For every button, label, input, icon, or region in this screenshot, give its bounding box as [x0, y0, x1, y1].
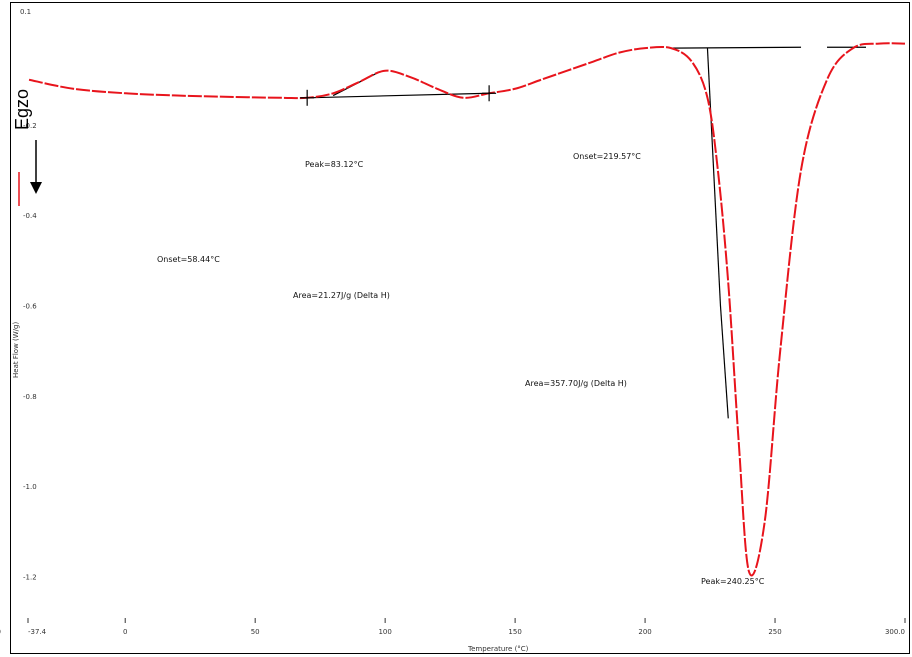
annotation-area-1: Area=21.27J/g (Delta H) [293, 291, 390, 300]
annotation-area-2: Area=357.70J/g (Delta H) [525, 379, 627, 388]
y-top-label: 0.1 [20, 8, 31, 16]
y-tick-label: -0.2 [23, 122, 37, 130]
y-tick-label: -1.2 [23, 573, 37, 581]
x-axis-label: Temperature (°C) [467, 645, 529, 653]
y-tick-label: -1.0 [23, 483, 37, 491]
chart-frame [10, 2, 910, 654]
baseline-2 [671, 46, 802, 49]
tangent-2 [706, 48, 722, 306]
exo-label: Egzo [12, 88, 32, 130]
x-tick-label: -50 [0, 628, 1, 636]
x-tick-label: 150 [508, 628, 521, 636]
x-tick-label: 100 [378, 628, 391, 636]
y-axis-label: Heat Flow (W/g) [12, 322, 20, 378]
annotation-onset-1: Onset=58.44°C [157, 255, 220, 264]
tangent-2b [719, 305, 729, 419]
series-line [28, 42, 906, 577]
x-tick-label: 250 [768, 628, 781, 636]
x-tick-label: 0 [123, 628, 127, 636]
exo-arrowhead-icon [30, 182, 42, 194]
annotation-onset-2: Onset=219.57°C [573, 152, 641, 161]
y-tick-label: -0.8 [23, 393, 37, 401]
x-tick-label: 300.0 [885, 628, 905, 636]
x-tick-label: 200 [638, 628, 651, 636]
y-tick-label: -0.4 [23, 212, 37, 220]
x-tick-label: -37.4 [28, 628, 47, 636]
x-tick-label: 50 [251, 628, 260, 636]
baseline-1 [307, 92, 490, 99]
annotation-peak-2: Peak=240.25°C [701, 577, 765, 586]
y-tick-label: -0.6 [23, 302, 37, 310]
annotation-peak-1: Peak=83.12°C [305, 160, 364, 169]
